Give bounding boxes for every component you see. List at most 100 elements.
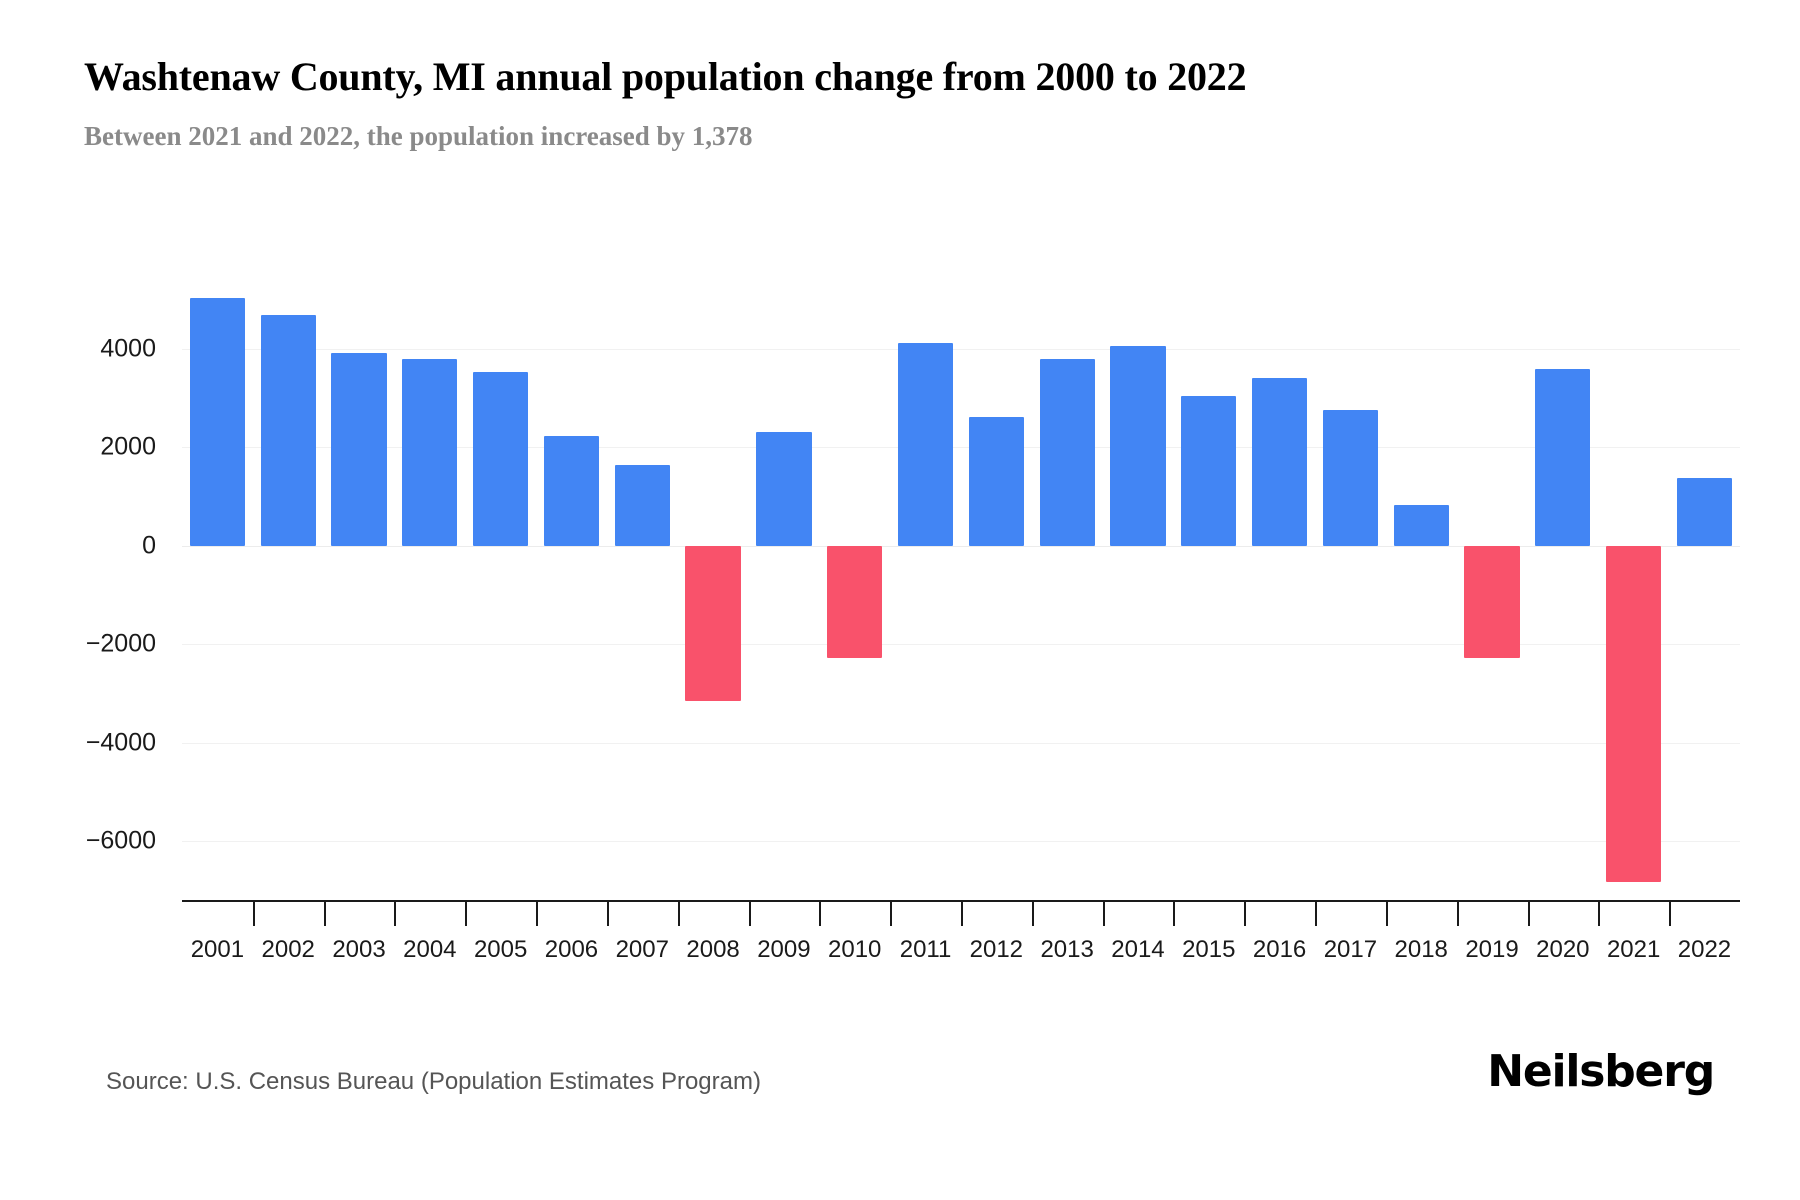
bar-slot [1386, 280, 1457, 900]
gridline [182, 447, 1740, 449]
x-axis-tick-label: 2005 [473, 936, 528, 963]
bar-slot [465, 280, 536, 900]
x-axis-tick-label: 2006 [544, 936, 599, 963]
bar-slot [1669, 280, 1740, 900]
x-axis-tick [1456, 902, 1459, 926]
x-axis-tick-label: 2022 [1677, 936, 1732, 963]
bar-slot [1032, 280, 1103, 900]
bar-slot [1173, 280, 1244, 900]
y-axis-tick-label: 4000 [100, 334, 156, 363]
bar-2010[interactable] [827, 545, 883, 658]
x-axis-tick-label: 2015 [1182, 936, 1236, 963]
x-axis-tick [1669, 902, 1672, 926]
bar-slot [1527, 280, 1598, 900]
gridline [182, 644, 1740, 646]
gridline [182, 742, 1740, 744]
x-axis-tick-label: 2013 [1040, 936, 1094, 963]
x-axis-tick [1598, 902, 1601, 926]
bar-2019[interactable] [1464, 545, 1520, 659]
x-axis-tick-label: 2016 [1252, 936, 1307, 963]
x-axis-tick-label: 2008 [686, 936, 740, 963]
y-axis-tick-label: −6000 [85, 826, 156, 855]
bar-2016[interactable] [1251, 377, 1308, 546]
bar-2007[interactable] [614, 464, 670, 546]
x-axis-tick-label: 2014 [1111, 936, 1165, 963]
bar-slot [253, 280, 324, 900]
y-axis-labels: 4000 2000 0 −2000 −4000 −6000 [0, 280, 170, 900]
bar-2008[interactable] [685, 545, 741, 702]
bar-2004[interactable] [402, 359, 458, 546]
x-axis-labels: 2001 2002 2003 2004 2005 2006 2007 2008 2009 2010… [182, 936, 1740, 964]
bar-2002[interactable] [260, 314, 316, 546]
x-axis-tick [677, 902, 680, 926]
gridline [182, 348, 1740, 350]
x-axis-tick-label: 2004 [403, 936, 457, 963]
x-axis-tick [394, 902, 397, 926]
x-axis-tick [1527, 902, 1530, 926]
bar-2015[interactable] [1181, 396, 1237, 546]
x-axis-tick [1385, 902, 1388, 926]
y-axis-tick-label: −4000 [85, 728, 156, 757]
bar-2013[interactable] [1039, 358, 1095, 546]
x-axis-tick-label: 2009 [757, 936, 811, 963]
chart-header: Washtenaw County, MI annual population c… [84, 52, 1744, 154]
x-axis-tick [890, 902, 893, 926]
bar-slot [607, 280, 678, 900]
brand-logo: Neilsberg [1487, 1046, 1715, 1097]
bar-2006[interactable] [543, 435, 600, 546]
x-axis-tick [323, 902, 326, 926]
y-axis-tick-label: 2000 [100, 432, 156, 461]
x-axis-tick [606, 902, 609, 926]
plot-area [182, 280, 1740, 900]
x-axis-tick [536, 902, 539, 926]
x-axis-tick [961, 902, 963, 926]
bar-slot [182, 280, 253, 900]
x-axis-tick-label: 2012 [969, 936, 1024, 963]
bar-slot [1315, 280, 1386, 900]
bar-2012[interactable] [968, 417, 1024, 546]
bar-slot [324, 280, 395, 900]
bar-slot [1103, 280, 1174, 900]
gridline [182, 545, 1740, 547]
gridline [182, 840, 1740, 842]
bar-2003[interactable] [331, 353, 387, 546]
x-axis-tick [819, 902, 822, 926]
x-axis-tick-label: 2021 [1606, 936, 1661, 963]
x-axis-tick-label: 2003 [332, 936, 386, 963]
y-axis-tick-label: −2000 [85, 629, 156, 658]
x-axis-tick [748, 902, 751, 926]
y-axis-tick-label: 0 [142, 531, 156, 560]
x-axis-tick-label: 2020 [1536, 936, 1590, 963]
bar-2022[interactable] [1676, 477, 1733, 546]
x-axis-ticks [182, 902, 1740, 926]
bar-slot [890, 280, 961, 900]
bar-slot [536, 280, 607, 900]
x-axis-tick [1102, 902, 1105, 926]
bar-slot [819, 280, 890, 900]
chart-subtitle: Between 2021 and 2022, the population in… [84, 121, 753, 151]
x-axis-tick [1244, 902, 1247, 926]
bar-slot [1598, 280, 1669, 900]
page-title: Washtenaw County, MI annual population c… [84, 54, 1247, 99]
x-axis-tick [252, 902, 255, 926]
bar-2018[interactable] [1393, 505, 1449, 546]
bar-2011[interactable] [897, 343, 954, 546]
bar-2001[interactable] [189, 297, 245, 546]
x-axis-tick-label: 2001 [190, 936, 245, 963]
bar-2014[interactable] [1110, 345, 1166, 546]
bar-2009[interactable] [756, 432, 812, 546]
bar-slot [678, 280, 749, 900]
x-axis-tick-label: 2019 [1465, 936, 1519, 963]
bar-series [182, 280, 1740, 900]
x-axis-tick [1031, 902, 1034, 926]
x-axis-tick-label: 2010 [828, 936, 882, 963]
bar-2017[interactable] [1322, 410, 1378, 546]
bar-slot [1457, 280, 1528, 900]
x-axis-tick [465, 902, 468, 926]
bar-2021[interactable] [1606, 545, 1662, 882]
bar-2005[interactable] [473, 372, 529, 546]
bar-2020[interactable] [1535, 369, 1591, 546]
bar-slot [961, 280, 1032, 900]
x-axis-tick-label: 2007 [615, 936, 669, 963]
